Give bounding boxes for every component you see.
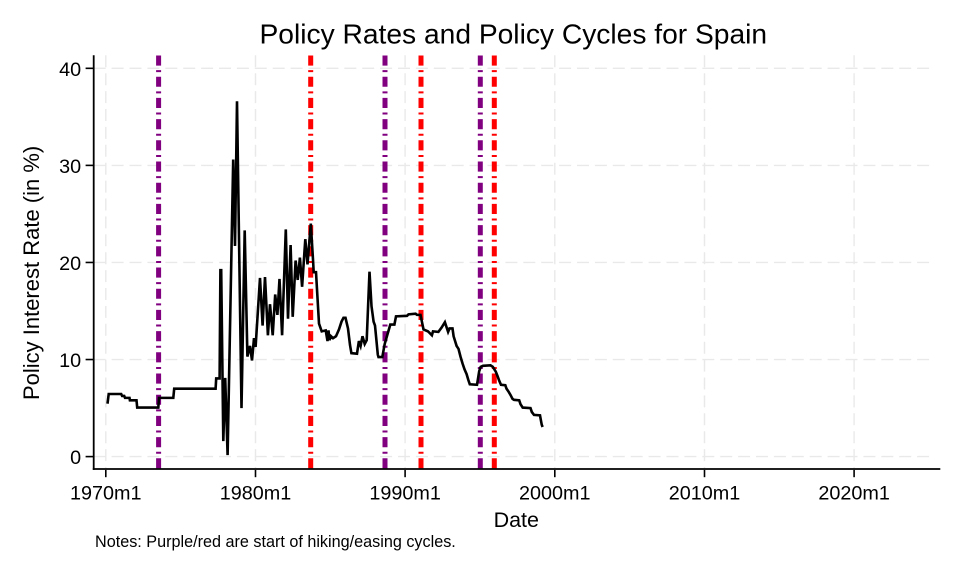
svg-text:Policy Interest Rate (in %): Policy Interest Rate (in %)	[19, 146, 44, 400]
svg-text:20: 20	[59, 253, 81, 275]
svg-text:Policy Rates and Policy Cycles: Policy Rates and Policy Cycles for Spain	[259, 17, 767, 49]
svg-text:1990m1: 1990m1	[369, 483, 441, 505]
svg-text:1970m1: 1970m1	[70, 483, 142, 505]
svg-text:2020m1: 2020m1	[818, 483, 890, 505]
svg-text:30: 30	[59, 156, 81, 178]
svg-text:Date: Date	[494, 508, 539, 532]
svg-text:2000m1: 2000m1	[519, 483, 591, 505]
svg-text:0: 0	[70, 447, 81, 469]
svg-text:40: 40	[59, 59, 81, 81]
svg-text:2010m1: 2010m1	[669, 483, 741, 505]
svg-text:Notes: Purple/red are start of: Notes: Purple/red are start of hiking/ea…	[95, 533, 456, 551]
svg-text:10: 10	[59, 350, 81, 372]
svg-text:1980m1: 1980m1	[220, 483, 292, 505]
